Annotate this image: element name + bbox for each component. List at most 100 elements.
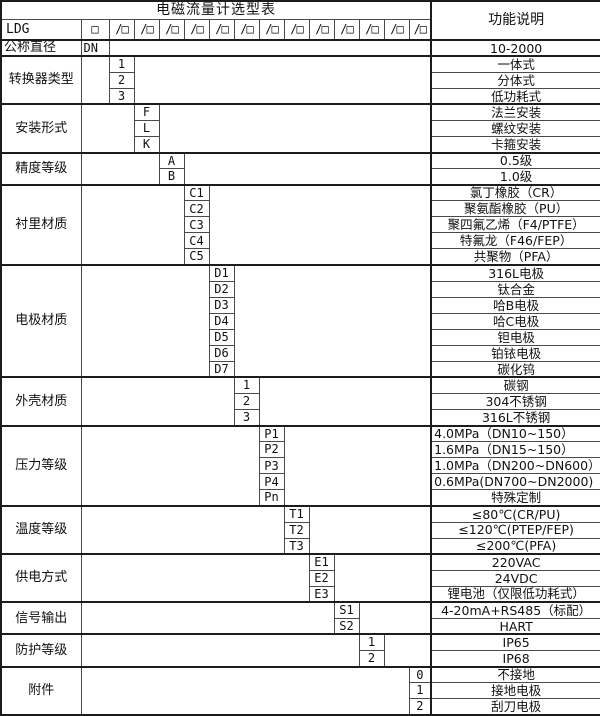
option-desc: 220VAC [430,553,600,571]
option-desc: 螺纹安装 [430,119,600,138]
spacer-left [80,601,335,635]
option-desc: 1.6MPa（DN15~150） [430,441,600,459]
option-row: 衬里材质 C1 氯丁橡胶（CR） [0,183,600,266]
option-desc: 碳化钨 [430,360,600,378]
option-desc: HART [430,617,600,635]
code-box: □ [80,19,110,41]
option-code: 1 [408,682,432,700]
table-title: 电磁流量计选型表 [0,0,432,21]
option-desc: ≤200℃(PFA) [430,537,600,555]
option-row: T3 ≤200℃(PFA) [1,537,600,555]
code-slot: /□ [408,19,432,41]
function-column-header: 功能说明 [430,0,600,41]
option-desc: 铂铱电极 [430,344,600,362]
option-desc: 不接地 [430,665,600,684]
option-desc: 一体式 [430,55,600,73]
option-row: 防护等级 1 IP65 [0,633,600,668]
option-code: S1 [333,601,360,619]
option-row: 2 刮刀电极 [1,698,600,716]
option-row: D2 钛合金 [1,280,600,298]
option-code: T3 [283,537,310,555]
option-desc: 4-20mA+RS485（标配） [430,601,600,619]
option-desc: 0.6MPa(DN700~DN2000) [430,473,600,491]
code-slot: /□ [158,19,185,41]
option-desc: 316L电极 [430,264,600,282]
option-desc: 氯丁橡胶（CR） [430,183,600,202]
spacer-left [80,553,310,603]
model-prefix: LDG [0,19,82,41]
option-row: C4 特氟龙（F46/FEP） [1,232,600,250]
option-code: E3 [308,585,335,603]
category-label: 压力等级 [0,424,82,507]
category-label: 电极材质 [0,264,82,378]
code-slot: /□ [383,19,410,41]
option-code: 2 [358,650,385,668]
category-label: 精度等级 [0,151,82,186]
option-desc: 分体式 [430,71,600,89]
option-row: 电极材质 D1 316L电极 [0,264,600,378]
option-desc: 共聚物（PFA） [430,248,600,266]
code-slot: /□ [133,19,160,41]
spacer-left [80,376,235,427]
option-code: C3 [183,216,210,234]
spacer-left [80,151,160,186]
option-code: P1 [258,424,285,443]
option-code: T2 [283,521,310,539]
option-code: P3 [258,457,285,475]
option-code: C4 [183,232,210,250]
spacer-left [80,264,210,378]
spacer-right [308,504,432,555]
option-row: P3 1.0MPa（DN200~DN600） [1,457,600,475]
option-desc: 0.5级 [430,151,600,170]
option-row: C5 共聚物（PFA） [1,248,600,266]
code-slot: /□ [233,19,260,41]
option-row: D4 哈C电极 [1,312,600,330]
spacer-right [258,376,432,427]
option-desc: ≤80℃(CR/PU) [430,504,600,523]
option-row: 2 IP68 [1,650,600,668]
option-desc: 4.0MPa（DN10~150） [430,424,600,443]
option-row: 公称直径 DN 10-2000 [0,39,600,57]
category-label: 公称直径 [0,39,82,57]
option-code: F [133,103,160,121]
spacer-left [80,55,110,105]
option-code: 0 [408,665,432,684]
option-desc: 特殊定制 [430,489,600,507]
option-code: D2 [208,280,235,298]
option-code: 3 [233,409,260,427]
code-slot: /□ [108,19,135,41]
option-code: 1 [108,55,135,73]
option-desc: 低功耗式 [430,87,600,105]
title-row: 电磁流量计选型表 功能说明 [0,0,600,41]
option-desc: 刮刀电极 [430,698,600,716]
spacer-right [133,55,432,105]
spacer-left [80,424,260,507]
code-slot: /□ [308,19,335,41]
option-desc: ≤120℃(PTEP/FEP) [430,521,600,539]
spacer-right [283,424,432,507]
code-slot: /□ [208,19,235,41]
option-code: Pn [258,489,285,507]
option-code: E2 [308,569,335,587]
option-row: 3 316L不锈钢 [1,409,600,427]
category-label: 附件 [0,665,82,716]
category-label: 转换器类型 [0,55,82,105]
option-desc: 聚氨酯橡胶（PU） [430,200,600,218]
option-row: L 螺纹安装 [1,119,600,138]
option-code: D6 [208,344,235,362]
option-row: 外壳材质 1 碳钢 [0,376,600,427]
option-row: 转换器类型 1 一体式 [0,55,600,105]
option-code: D3 [208,296,235,314]
spacer-right [233,264,432,378]
code-slot: /□ [358,19,385,41]
option-desc: 10-2000 [430,39,600,57]
option-row: 精度等级 A 0.5级 [0,151,600,186]
category-label: 信号输出 [0,601,82,635]
option-code: DN [80,39,110,57]
option-row: 供电方式 E1 220VAC [0,553,600,603]
spacer-left [80,183,185,266]
option-code: T1 [283,504,310,523]
category-label: 防护等级 [0,633,82,668]
option-code: A [158,151,185,170]
